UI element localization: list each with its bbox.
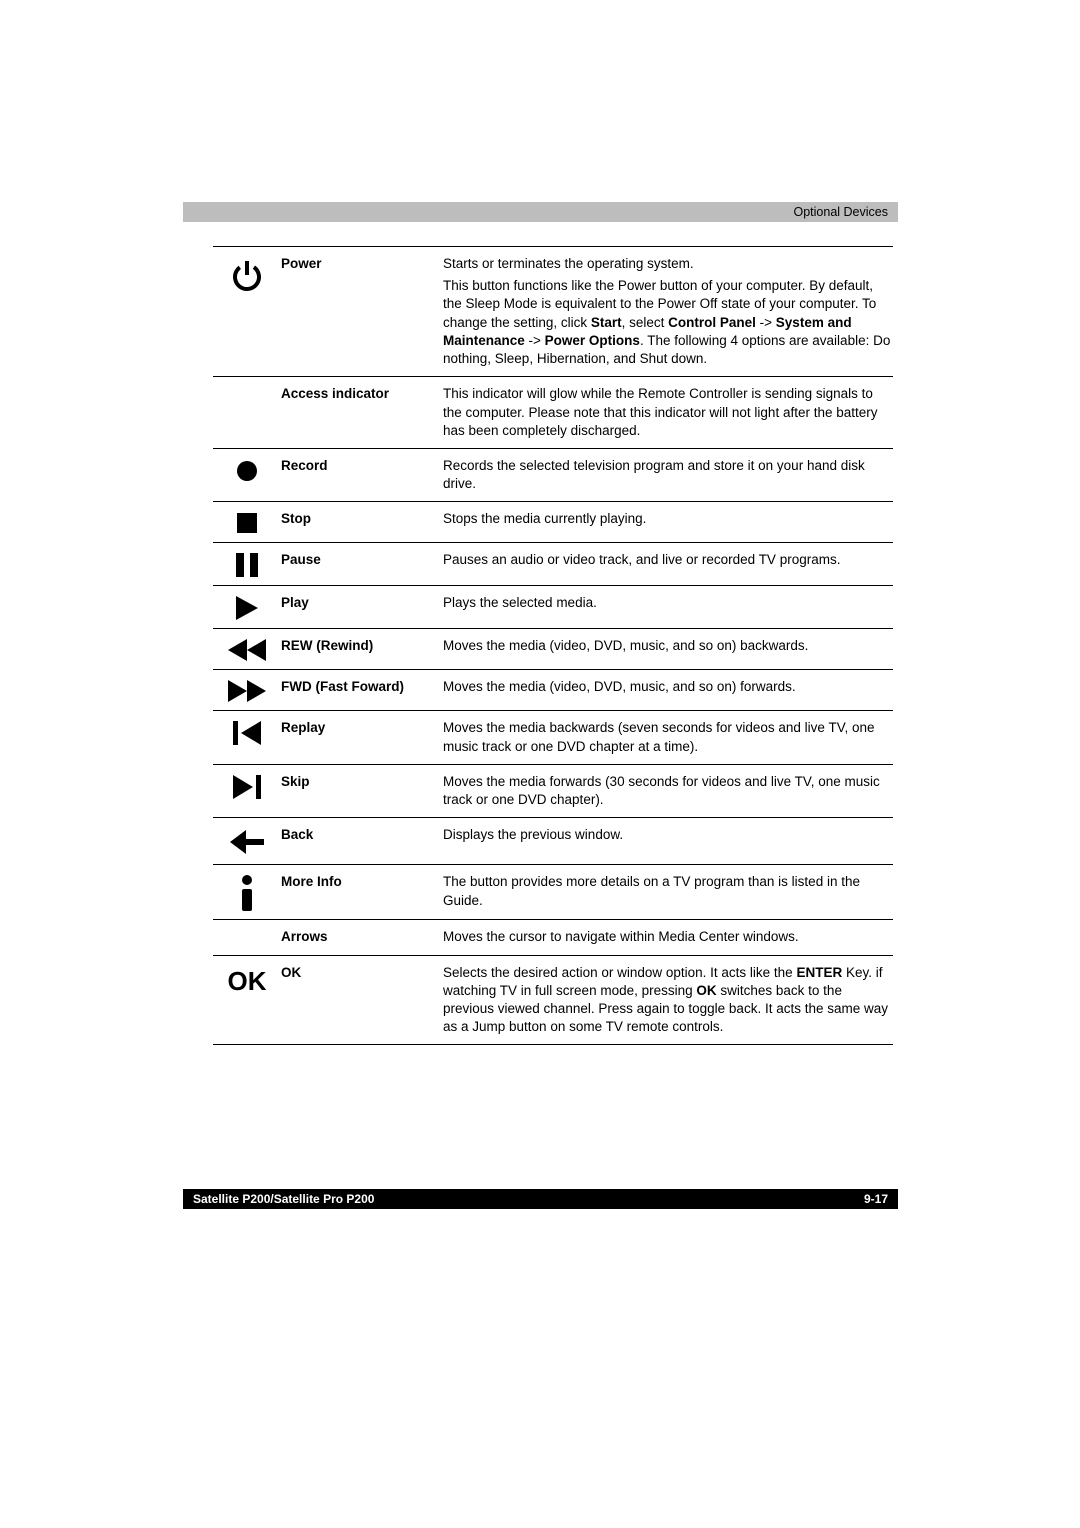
description-text: Moves the media backwards (seven seconds… bbox=[443, 719, 893, 755]
remote-control-table: PowerStarts or terminates the operating … bbox=[213, 246, 893, 1045]
label-cell: Back bbox=[281, 826, 443, 856]
description-cell: Plays the selected media. bbox=[443, 594, 893, 620]
table-row: SkipMoves the media forwards (30 seconds… bbox=[213, 764, 893, 817]
icon-cell bbox=[213, 719, 281, 755]
table-row: REW (Rewind)Moves the media (video, DVD,… bbox=[213, 628, 893, 669]
label-cell: OK bbox=[281, 964, 443, 1037]
description-text: Records the selected television program … bbox=[443, 457, 893, 493]
description-cell: Moves the media (video, DVD, music, and … bbox=[443, 678, 893, 702]
description-text: Moves the media (video, DVD, music, and … bbox=[443, 637, 893, 655]
description-text: Moves the media forwards (30 seconds for… bbox=[443, 773, 893, 809]
info-icon bbox=[239, 875, 255, 911]
table-row: OKOKSelects the desired action or window… bbox=[213, 955, 893, 1046]
description-cell: Selects the desired action or window opt… bbox=[443, 964, 893, 1037]
description-text: Stops the media currently playing. bbox=[443, 510, 893, 528]
label-cell: Pause bbox=[281, 551, 443, 577]
icon-cell bbox=[213, 255, 281, 368]
replay-icon bbox=[233, 721, 261, 745]
description-text: Starts or terminates the operating syste… bbox=[443, 255, 893, 273]
table-row: PausePauses an audio or video track, and… bbox=[213, 542, 893, 585]
description-cell: Moves the media backwards (seven seconds… bbox=[443, 719, 893, 755]
icon-cell bbox=[213, 457, 281, 493]
description-cell: The button provides more details on a TV… bbox=[443, 873, 893, 911]
description-text: Plays the selected media. bbox=[443, 594, 893, 612]
icon-cell bbox=[213, 873, 281, 911]
power-icon bbox=[229, 257, 265, 293]
description-text: Moves the media (video, DVD, music, and … bbox=[443, 678, 893, 696]
description-text: Moves the cursor to navigate within Medi… bbox=[443, 928, 893, 946]
label-cell: Skip bbox=[281, 773, 443, 809]
label-cell: Play bbox=[281, 594, 443, 620]
description-text: The button provides more details on a TV… bbox=[443, 873, 893, 909]
icon-cell bbox=[213, 928, 281, 946]
description-text: This button functions like the Power but… bbox=[443, 277, 893, 368]
label-cell: Record bbox=[281, 457, 443, 493]
table-row: PlayPlays the selected media. bbox=[213, 585, 893, 628]
footer-bar: Satellite P200/Satellite Pro P200 9-17 bbox=[183, 1189, 898, 1209]
record-icon bbox=[235, 459, 259, 483]
description-text: Displays the previous window. bbox=[443, 826, 893, 844]
pause-icon bbox=[236, 553, 258, 577]
icon-cell bbox=[213, 637, 281, 661]
icon-cell bbox=[213, 773, 281, 809]
description-cell: Moves the media forwards (30 seconds for… bbox=[443, 773, 893, 809]
footer-right: 9-17 bbox=[864, 1192, 888, 1206]
label-cell: More Info bbox=[281, 873, 443, 911]
description-text: This indicator will glow while the Remot… bbox=[443, 385, 893, 440]
description-cell: Displays the previous window. bbox=[443, 826, 893, 856]
icon-cell bbox=[213, 551, 281, 577]
label-cell: Arrows bbox=[281, 928, 443, 946]
label-cell: FWD (Fast Foward) bbox=[281, 678, 443, 702]
label-cell: REW (Rewind) bbox=[281, 637, 443, 661]
description-text: Selects the desired action or window opt… bbox=[443, 964, 893, 1037]
icon-cell bbox=[213, 826, 281, 856]
description-cell: This indicator will glow while the Remot… bbox=[443, 385, 893, 440]
rewind-icon bbox=[228, 639, 266, 661]
ok-icon: OK bbox=[228, 966, 267, 997]
description-text: Pauses an audio or video track, and live… bbox=[443, 551, 893, 569]
stop-icon bbox=[236, 512, 258, 534]
icon-cell bbox=[213, 678, 281, 702]
table-row: FWD (Fast Foward)Moves the media (video,… bbox=[213, 669, 893, 710]
table-row: StopStops the media currently playing. bbox=[213, 501, 893, 542]
description-cell: Starts or terminates the operating syste… bbox=[443, 255, 893, 368]
label-cell: Stop bbox=[281, 510, 443, 534]
label-cell: Replay bbox=[281, 719, 443, 755]
icon-cell bbox=[213, 510, 281, 534]
skip-icon bbox=[233, 775, 261, 799]
description-cell: Records the selected television program … bbox=[443, 457, 893, 493]
description-cell: Stops the media currently playing. bbox=[443, 510, 893, 534]
icon-cell bbox=[213, 385, 281, 440]
table-row: RecordRecords the selected television pr… bbox=[213, 448, 893, 501]
back-icon bbox=[230, 828, 264, 856]
table-row: Access indicatorThis indicator will glow… bbox=[213, 376, 893, 448]
label-cell: Power bbox=[281, 255, 443, 368]
play-icon bbox=[236, 596, 258, 620]
header-section-label: Optional Devices bbox=[794, 205, 889, 219]
description-cell: Moves the media (video, DVD, music, and … bbox=[443, 637, 893, 661]
description-cell: Moves the cursor to navigate within Medi… bbox=[443, 928, 893, 946]
footer-left: Satellite P200/Satellite Pro P200 bbox=[193, 1192, 374, 1206]
table-row: BackDisplays the previous window. bbox=[213, 817, 893, 864]
fast-forward-icon bbox=[228, 680, 266, 702]
table-row: ReplayMoves the media backwards (seven s… bbox=[213, 710, 893, 763]
description-cell: Pauses an audio or video track, and live… bbox=[443, 551, 893, 577]
icon-cell: OK bbox=[213, 964, 281, 1037]
header-gray-band bbox=[183, 202, 898, 222]
label-cell: Access indicator bbox=[281, 385, 443, 440]
icon-cell bbox=[213, 594, 281, 620]
table-row: PowerStarts or terminates the operating … bbox=[213, 246, 893, 376]
table-row: More InfoThe button provides more detail… bbox=[213, 864, 893, 919]
table-row: ArrowsMoves the cursor to navigate withi… bbox=[213, 919, 893, 954]
